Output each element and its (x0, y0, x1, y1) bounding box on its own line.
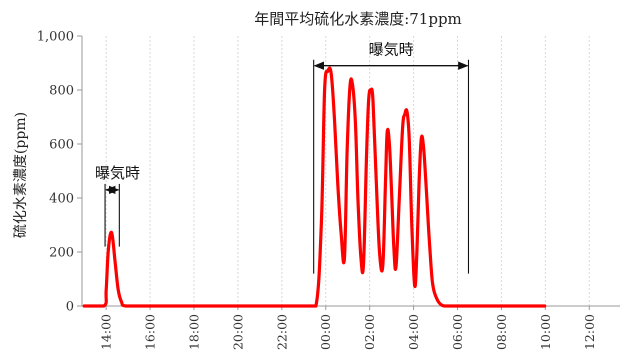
x-tick-label: 16:00 (143, 314, 158, 350)
y-tick-label: 200 (49, 246, 74, 261)
x-tick-label: 02:00 (362, 314, 377, 350)
axis-layer: 0 200 400 600 800 1,000 14:00 16:00 18:00 20:00 22… (37, 30, 620, 350)
y-tick-label: 0 (66, 300, 74, 315)
chart-title: 年間平均硫化水素濃度:71ppm (254, 10, 462, 28)
series-line (82, 66, 547, 308)
x-tick-label: 12:00 (582, 314, 597, 350)
x-tick-label: 22:00 (274, 314, 289, 350)
annotation-label: 曝気時 (95, 164, 140, 182)
y-tick-label: 800 (49, 84, 74, 99)
y-tick-label: 400 (49, 192, 74, 207)
x-tick-label: 10:00 (538, 314, 553, 350)
y-axis-label: 硫化水素濃度(ppm) (13, 112, 29, 238)
annotation-label: 曝気時 (369, 41, 414, 59)
y-tick-label: 1,000 (37, 30, 74, 45)
x-tick-label: 20:00 (230, 314, 245, 350)
x-tick-label: 08:00 (494, 314, 509, 350)
series-layer (82, 66, 547, 308)
x-tick-label: 06:00 (450, 314, 465, 350)
x-tick-label: 14:00 (99, 314, 114, 350)
x-tick-label: 00:00 (318, 314, 333, 350)
x-tick-label: 18:00 (186, 314, 201, 350)
y-tick-label: 600 (49, 138, 74, 153)
x-tick-label: 04:00 (406, 314, 421, 350)
